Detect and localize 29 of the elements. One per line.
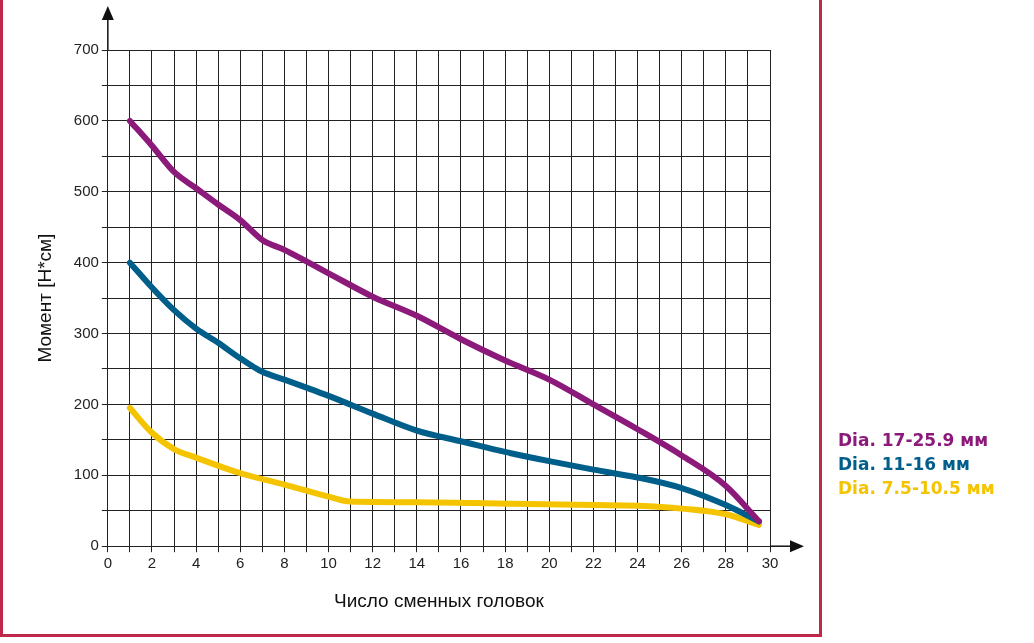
y-tick-label: 200 — [73, 394, 99, 412]
x-tick-label: 0 — [103, 554, 112, 572]
x-tick-label: 12 — [364, 554, 382, 572]
text: Dia. 7.5-10.5 мм — [838, 477, 995, 500]
text: Dia. 11-16 мм — [838, 453, 971, 476]
x-tick-label: 18 — [496, 554, 514, 572]
x-tick-label: 16 — [452, 554, 470, 572]
text: Dia. 17-25.9 мм — [838, 429, 990, 452]
y-axis-title: Момент [Н*см] — [33, 233, 55, 363]
x-tick-label: 8 — [280, 554, 289, 572]
y-tick-label: 500 — [73, 181, 99, 199]
y-tick-label: 0 — [90, 536, 99, 554]
x-tick-label: 22 — [585, 554, 602, 572]
x-tick-label: 24 — [629, 554, 646, 572]
y-tick-label: 700 — [73, 40, 99, 58]
y-tick-label: 600 — [73, 111, 99, 129]
x-tick-label: 28 — [717, 554, 735, 572]
x-tick-label: 2 — [147, 554, 157, 572]
y-tick-label: 400 — [73, 252, 99, 270]
x-tick-label: 10 — [320, 554, 337, 572]
y-tick-label: 100 — [73, 465, 99, 483]
x-tick-label: 6 — [236, 554, 245, 572]
x-tick-label: 26 — [673, 554, 691, 572]
x-axis-title: Число сменных головок — [334, 589, 545, 611]
x-tick-label: 20 — [540, 554, 558, 572]
y-tick-label: 300 — [73, 323, 99, 341]
x-tick-label: 4 — [191, 554, 201, 572]
x-tick-label: 14 — [408, 554, 426, 572]
x-tick-label: 30 — [761, 554, 779, 572]
